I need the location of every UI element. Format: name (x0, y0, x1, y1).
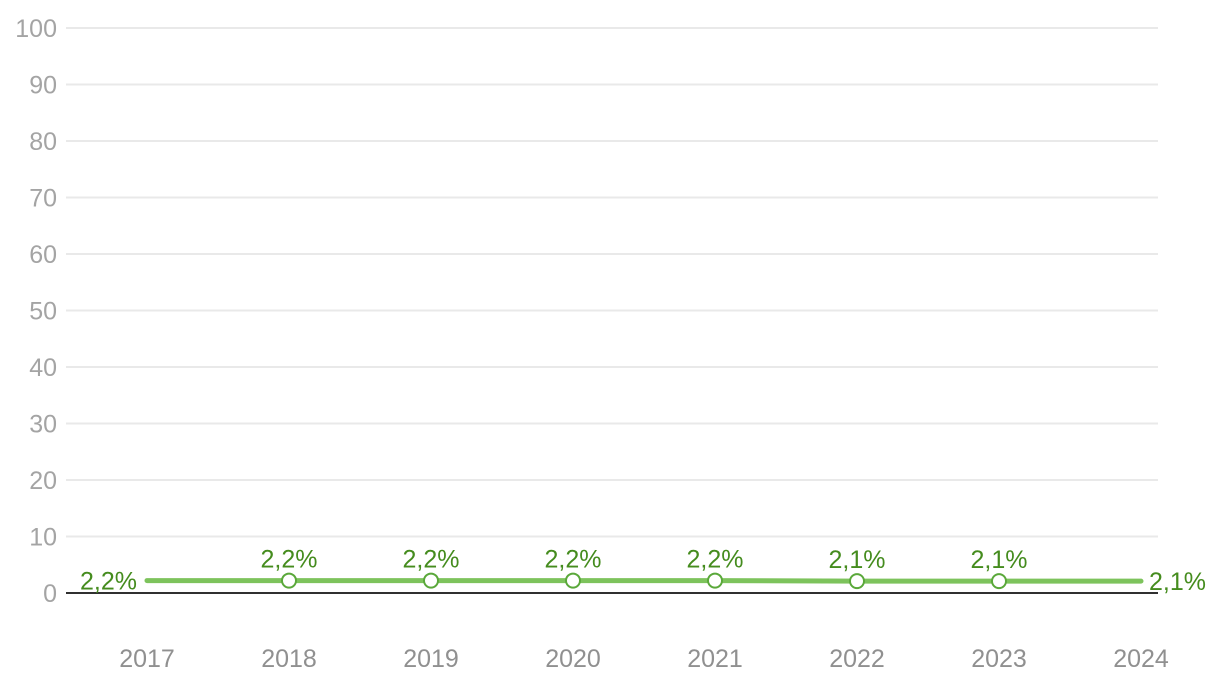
x-tick-label: 2023 (971, 645, 1027, 673)
x-tick-label: 2024 (1113, 645, 1169, 673)
x-tick-label: 2018 (261, 645, 317, 673)
y-tick-label: 50 (29, 298, 57, 326)
x-tick-label: 2017 (119, 645, 175, 673)
data-point-marker (707, 572, 723, 589)
y-tick-label: 70 (29, 185, 57, 213)
series-line (144, 578, 1144, 584)
data-point-marker (991, 573, 1007, 590)
data-label: 2,1% (1149, 568, 1206, 596)
y-tick-label: 40 (29, 354, 57, 382)
data-label: 2,2% (80, 568, 137, 596)
y-tick-label: 90 (29, 72, 57, 100)
data-label: 2,2% (545, 546, 602, 574)
data-label: 2,2% (403, 546, 460, 574)
y-tick-label: 20 (29, 467, 57, 495)
x-tick-label: 2020 (545, 645, 601, 673)
data-point-marker (565, 572, 581, 589)
data-point-marker (281, 572, 297, 589)
data-label: 2,2% (687, 546, 744, 574)
y-tick-label: 10 (29, 524, 57, 552)
y-tick-label: 30 (29, 411, 57, 439)
y-tick-label: 60 (29, 241, 57, 269)
data-point-marker (849, 573, 865, 590)
y-tick-label: 80 (29, 128, 57, 156)
x-tick-label: 2019 (403, 645, 459, 673)
y-tick-label: 0 (43, 580, 57, 608)
data-label: 2,1% (971, 546, 1028, 574)
data-label: 2,1% (829, 546, 886, 574)
y-tick-label: 100 (15, 15, 57, 43)
x-tick-label: 2021 (687, 645, 743, 673)
x-tick-label: 2022 (829, 645, 885, 673)
data-point-marker (423, 572, 439, 589)
data-label: 2,2% (261, 546, 318, 574)
